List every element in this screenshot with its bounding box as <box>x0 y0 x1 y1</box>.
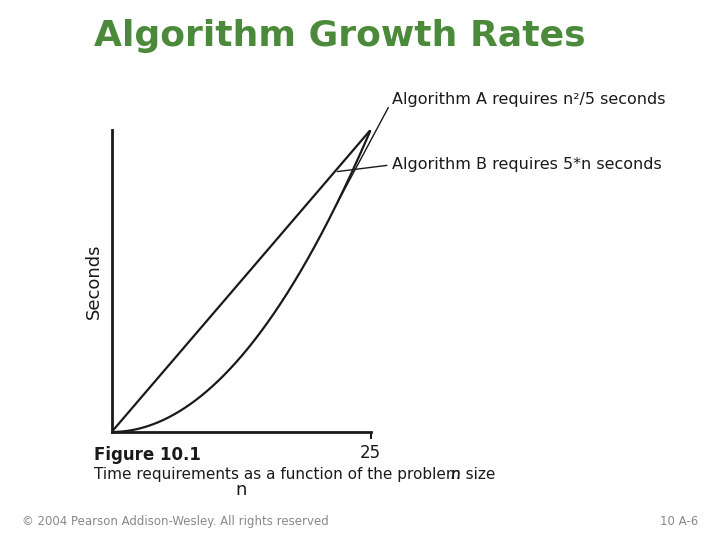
Text: © 2004 Pearson Addison-Wesley. All rights reserved: © 2004 Pearson Addison-Wesley. All right… <box>22 515 328 528</box>
Text: Time requirements as a function of the problem size: Time requirements as a function of the p… <box>94 467 500 482</box>
Text: Figure 10.1: Figure 10.1 <box>94 446 200 463</box>
Text: n: n <box>450 467 459 482</box>
Text: Algorithm Growth Rates: Algorithm Growth Rates <box>94 19 585 53</box>
Text: Algorithm B requires 5*n seconds: Algorithm B requires 5*n seconds <box>337 157 662 172</box>
Text: n: n <box>235 481 247 498</box>
Text: 10 A-6: 10 A-6 <box>660 515 698 528</box>
Y-axis label: Seconds: Seconds <box>85 243 103 319</box>
Text: Algorithm A requires n²/5 seconds: Algorithm A requires n²/5 seconds <box>336 92 666 206</box>
